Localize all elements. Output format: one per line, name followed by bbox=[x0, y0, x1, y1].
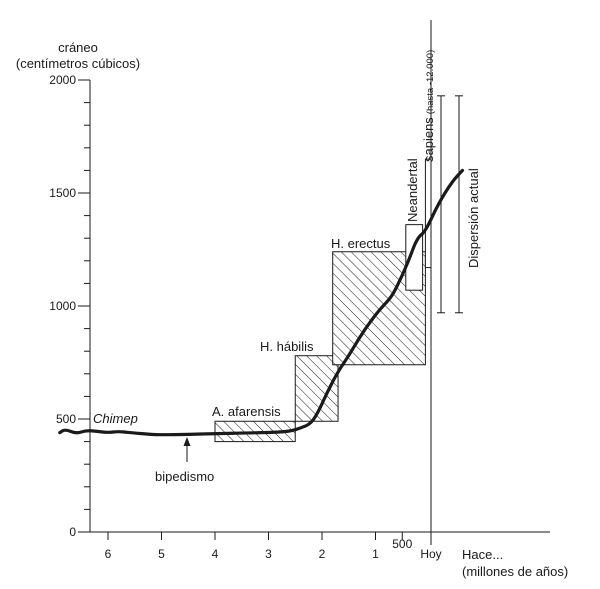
label-sapiens: sapiens (hasta -12.000) bbox=[421, 50, 436, 162]
y-tick-label: 2000 bbox=[49, 73, 76, 87]
brain-size-curve bbox=[58, 168, 465, 437]
modern-range-bars bbox=[437, 95, 463, 314]
y-tick-label: 1500 bbox=[49, 186, 76, 200]
y-tick-label: 500 bbox=[56, 412, 76, 426]
x-ticks: 6 5 4 3 2 1 500 Hoy bbox=[105, 532, 442, 561]
x-axis-title-line1: Hace... bbox=[462, 547, 503, 562]
x-tick-label: 2 bbox=[319, 547, 326, 561]
x-tick-label: 500 bbox=[392, 537, 412, 551]
x-tick-label: 3 bbox=[265, 547, 272, 561]
bipedism-arrow-head bbox=[183, 437, 191, 446]
label-h-habilis: H. hábilis bbox=[260, 339, 314, 354]
label-modern-range: Dispersión actual bbox=[466, 168, 481, 268]
x-tick-label: Hoy bbox=[420, 547, 441, 561]
y-axis-title-line1: cráneo bbox=[58, 40, 98, 55]
x-tick-label: 5 bbox=[158, 547, 165, 561]
label-sapiens-main: sapiens bbox=[421, 117, 436, 162]
y-ticks: 0 500 1000 1500 2000 bbox=[49, 73, 90, 539]
label-bipedism: bipedismo bbox=[155, 469, 214, 484]
x-tick-label: 4 bbox=[212, 547, 219, 561]
label-h-erectus: H. erectus bbox=[331, 236, 391, 251]
y-tick-label: 0 bbox=[69, 525, 76, 539]
x-tick-label: 1 bbox=[372, 547, 379, 561]
label-sapiens-note: (hasta -12.000) bbox=[425, 50, 436, 114]
label-chimp: Chimep bbox=[93, 411, 138, 426]
x-tick-label: 6 bbox=[105, 547, 112, 561]
x-axis-title-line2: (millones de años) bbox=[462, 564, 568, 579]
y-tick-label: 1000 bbox=[49, 299, 76, 313]
label-a-afarensis: A. afarensis bbox=[212, 404, 281, 419]
y-axis-title-line2: (centímetros cúbicos) bbox=[16, 56, 140, 71]
range-box-3 bbox=[405, 224, 424, 291]
range-box-4 bbox=[424, 158, 432, 269]
label-neandertal: Neandertal bbox=[405, 158, 420, 222]
